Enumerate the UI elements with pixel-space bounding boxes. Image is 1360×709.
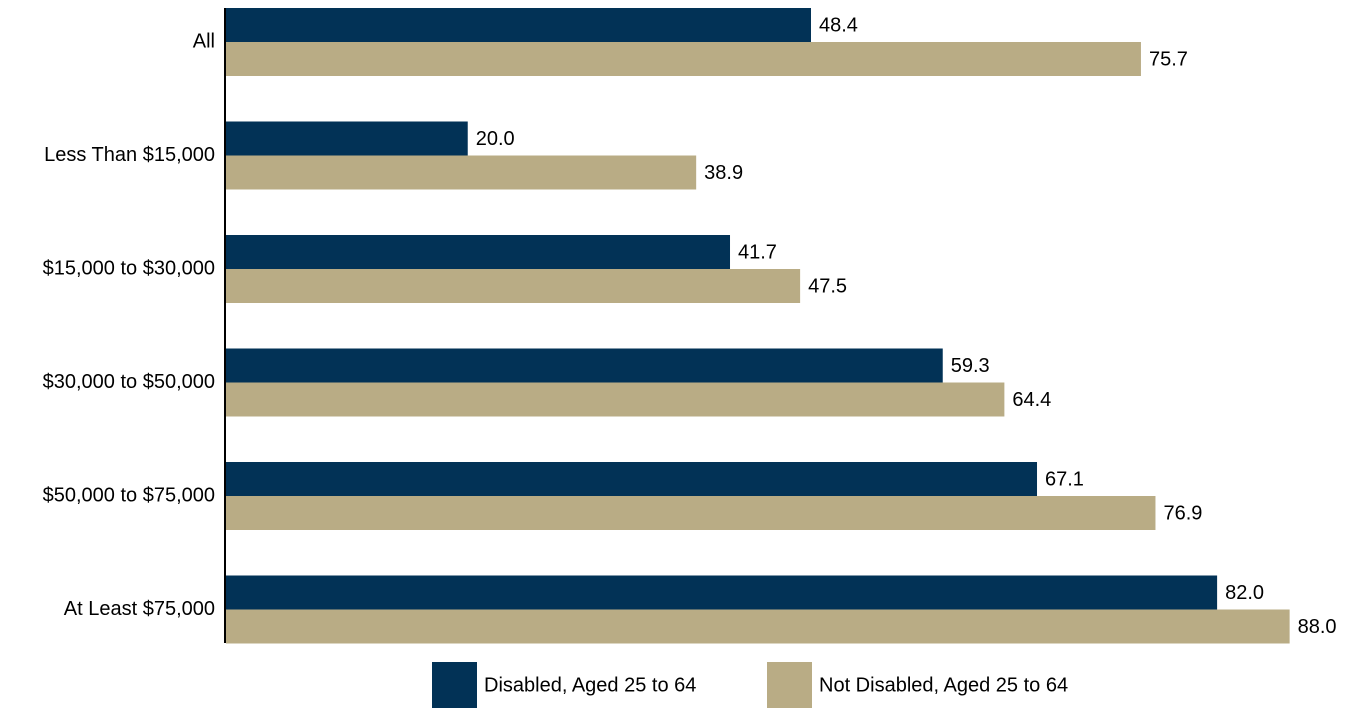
bar (226, 609, 1290, 644)
value-label: 82.0 (1225, 582, 1264, 604)
bar (226, 348, 943, 383)
y-tick-label: $15,000 to $30,000 (43, 257, 215, 279)
value-label: 76.9 (1163, 502, 1202, 524)
bar (226, 42, 1141, 76)
value-label: 64.4 (1012, 389, 1051, 411)
y-tick-label: All (193, 30, 215, 52)
bar (226, 496, 1156, 530)
bar (226, 8, 811, 42)
legend-label: Not Disabled, Aged 25 to 64 (819, 674, 1068, 696)
legend-swatch (767, 662, 812, 708)
bar (226, 462, 1038, 496)
legend-label: Disabled, Aged 25 to 64 (484, 674, 696, 696)
value-label: 88.0 (1298, 616, 1337, 638)
value-label: 47.5 (808, 275, 847, 297)
value-label: 48.4 (819, 14, 858, 36)
y-tick-label: Less Than $15,000 (44, 144, 215, 166)
y-tick-label: $50,000 to $75,000 (43, 484, 215, 506)
value-label: 59.3 (951, 355, 990, 377)
y-tick-label: At Least $75,000 (64, 598, 215, 620)
bar (226, 155, 697, 190)
value-label: 75.7 (1149, 48, 1188, 70)
bar (226, 121, 468, 156)
bar (226, 575, 1218, 610)
bar (226, 269, 801, 303)
value-label: 67.1 (1045, 468, 1084, 490)
value-label: 41.7 (738, 241, 777, 263)
legend-swatch (432, 662, 477, 708)
value-label: 20.0 (476, 128, 515, 150)
bar (226, 235, 731, 269)
value-label: 38.9 (704, 162, 743, 184)
bar (226, 382, 1005, 417)
y-tick-label: $30,000 to $50,000 (43, 371, 215, 393)
